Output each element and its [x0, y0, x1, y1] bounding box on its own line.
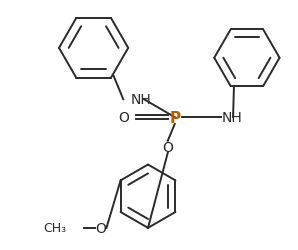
Text: O: O [162, 140, 173, 154]
Text: CH₃: CH₃ [43, 222, 66, 234]
Text: P: P [169, 110, 180, 125]
Text: O: O [95, 221, 106, 235]
Text: NH: NH [130, 93, 151, 107]
Text: NH: NH [221, 111, 242, 124]
Text: O: O [118, 111, 129, 124]
